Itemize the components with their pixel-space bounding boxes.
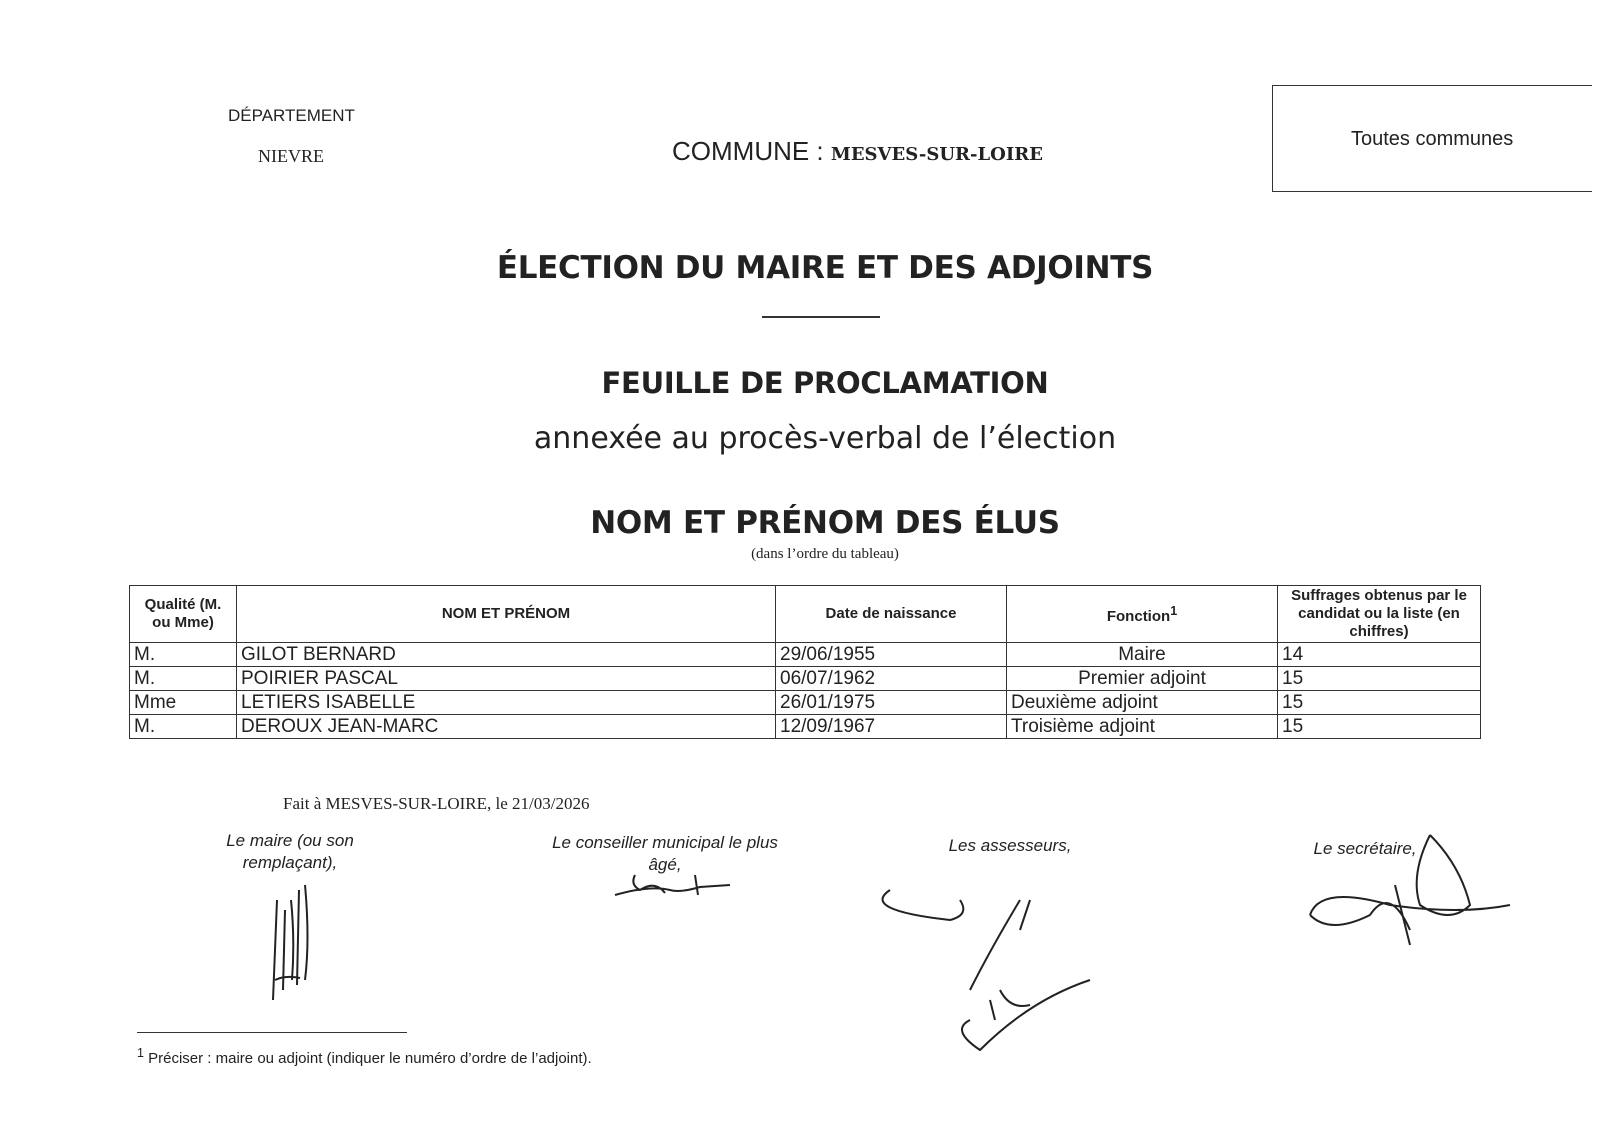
cell-suffrages: 14 [1277, 642, 1481, 667]
cell-date: 29/06/1955 [775, 642, 1007, 667]
header-date: Date de naissance [775, 585, 1007, 643]
cell-fonction: Premier adjoint [1006, 666, 1278, 691]
header-fonction: Fonction1 [1006, 585, 1278, 643]
cell-qualite: M. [129, 666, 237, 691]
table-header-row: Qualité (M. ou Mme) NOM ET PRÉNOM Date d… [129, 585, 1481, 643]
cell-fonction: Maire [1006, 642, 1278, 667]
table-row: M. POIRIER PASCAL 06/07/1962 Premier adjoin… [129, 666, 1481, 691]
main-title: ÉLECTION DU MAIRE ET DES ADJOINTS [496, 250, 1154, 286]
footnote: 1 Préciser : maire ou adjoint (indiquer … [137, 1046, 592, 1067]
table-row: M. DEROUX JEAN-MARC 12/09/1967 Troisième ad… [129, 714, 1481, 739]
cell-date: 26/01/1975 [775, 690, 1007, 715]
signature-label-assesseurs: Les assesseurs, [948, 836, 1072, 855]
cell-nom: LETIERS ISABELLE [236, 690, 776, 715]
signature-assesseurs [881, 889, 1091, 1052]
department-value: NIEVRE [258, 146, 324, 166]
commune: COMMUNE : MESVES-SUR-LOIRE [672, 136, 1043, 167]
place-date: Fait à MESVES-SUR-LOIRE, le 21/03/2026 [283, 794, 590, 813]
signature-maire [272, 884, 309, 1001]
order-note: (dans l’ordre du tableau) [751, 546, 899, 562]
cell-fonction: Deuxième adjoint [1006, 690, 1278, 715]
department-label: DÉPARTEMENT [228, 106, 355, 125]
header-suffrages: Suffrages obtenus par le candidat ou la … [1277, 585, 1481, 643]
cell-nom: POIRIER PASCAL [236, 666, 776, 691]
annex-subtitle: annexée au procès-verbal de l’élection [533, 421, 1117, 456]
sheet-title: FEUILLE DE PROCLAMATION [601, 366, 1049, 400]
commune-type-box: Toutes communes [1272, 85, 1592, 192]
header-nom: NOM ET PRÉNOM [236, 585, 776, 643]
header-qualite: Qualité (M. ou Mme) [129, 585, 237, 643]
elected-table: Qualité (M. ou Mme) NOM ET PRÉNOM Date d… [129, 585, 1481, 739]
cell-suffrages: 15 [1277, 666, 1481, 691]
signature-conseiller [614, 874, 731, 896]
table-row: M. GILOT BERNARD 29/06/1955 Maire 14 [129, 642, 1481, 667]
signature-secretaire [1309, 834, 1511, 946]
footnote-divider [137, 1032, 407, 1033]
table-row: Mme LETIERS ISABELLE 26/01/1975 Deuxième ad… [129, 690, 1481, 715]
cell-qualite: M. [129, 714, 237, 739]
cell-qualite: M. [129, 642, 237, 667]
cell-nom: GILOT BERNARD [236, 642, 776, 667]
cell-nom: DEROUX JEAN-MARC [236, 714, 776, 739]
cell-fonction: Troisième adjoint [1006, 714, 1278, 739]
signature-label-maire: Le maire (ou son remplaçant), [226, 831, 354, 872]
cell-date: 12/09/1967 [775, 714, 1007, 739]
cell-date: 06/07/1962 [775, 666, 1007, 691]
elected-title: NOM ET PRÉNOM DES ÉLUS [590, 505, 1060, 541]
signature-label-secretaire: Le secrétaire, [1313, 839, 1417, 858]
signature-label-conseiller: Le conseiller municipal le plus âgé, [552, 833, 778, 874]
cell-suffrages: 15 [1277, 714, 1481, 739]
commune-type: Toutes communes [1351, 128, 1514, 150]
footnote-mark: 1 [1170, 604, 1178, 618]
commune-label: COMMUNE : [672, 136, 824, 166]
cell-suffrages: 15 [1277, 690, 1481, 715]
cell-qualite: Mme [129, 690, 237, 715]
commune-value: MESVES-SUR-LOIRE [830, 144, 1043, 165]
divider [762, 316, 880, 318]
